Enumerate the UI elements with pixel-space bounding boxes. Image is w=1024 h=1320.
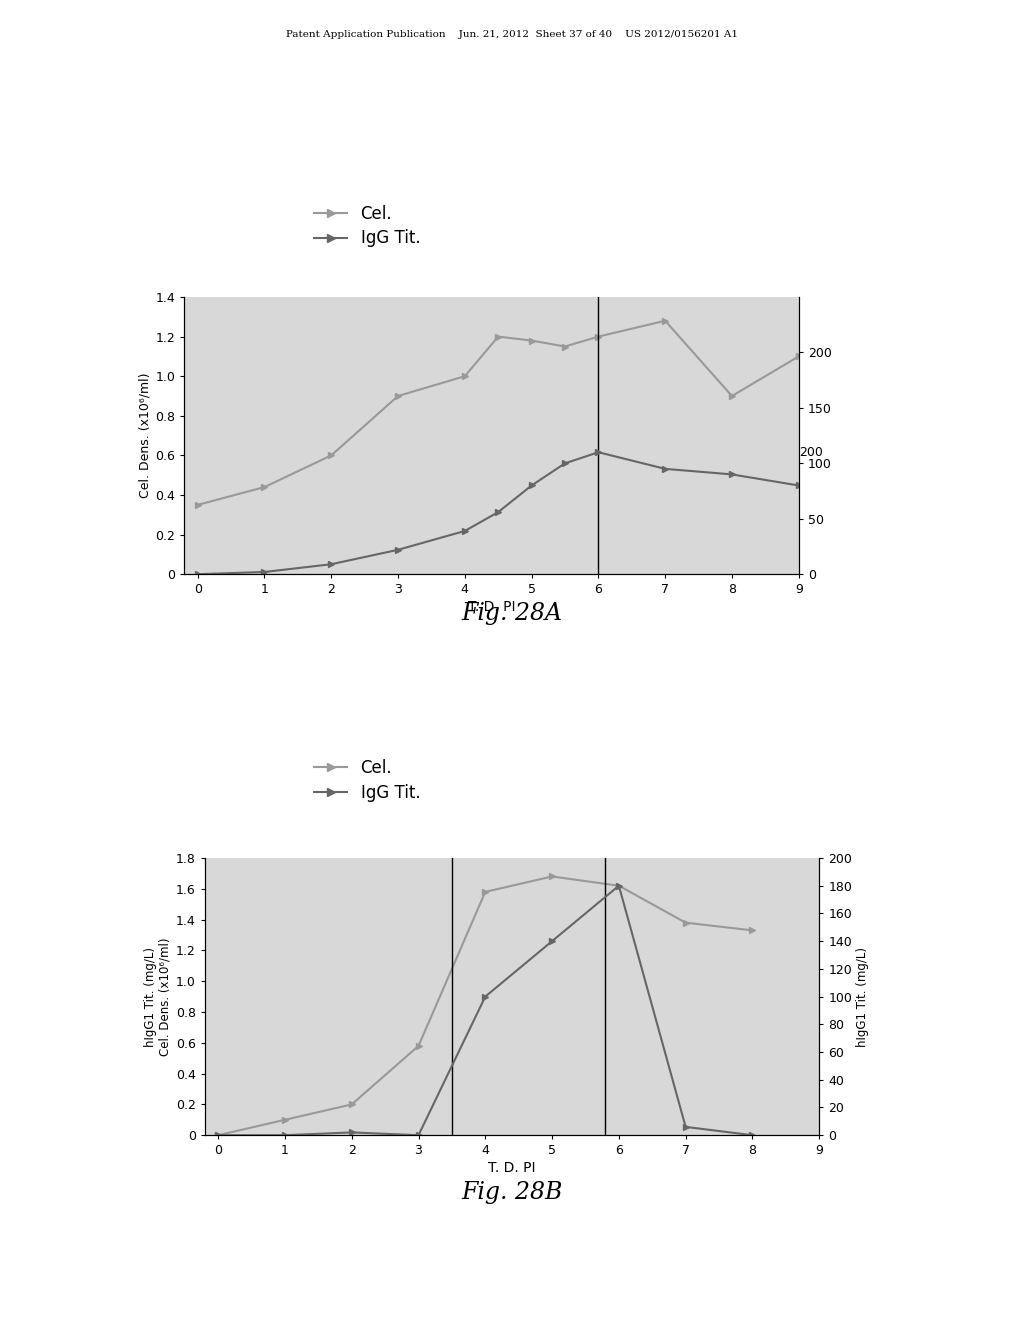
Text: 200: 200 xyxy=(799,446,822,459)
Y-axis label: hIgG1 Tit. (mg/L)
Cel. Dens. (x10⁶/ml): hIgG1 Tit. (mg/L) Cel. Dens. (x10⁶/ml) xyxy=(143,937,172,1056)
X-axis label: T. D. PI: T. D. PI xyxy=(468,601,515,614)
Y-axis label: Cel. Dens. (x10⁶/ml): Cel. Dens. (x10⁶/ml) xyxy=(138,372,152,499)
Text: Patent Application Publication    Jun. 21, 2012  Sheet 37 of 40    US 2012/01562: Patent Application Publication Jun. 21, … xyxy=(286,30,738,40)
Y-axis label: hIgG1 Tit. (mg/L): hIgG1 Tit. (mg/L) xyxy=(856,946,869,1047)
Text: Fig. 28A: Fig. 28A xyxy=(462,602,562,626)
X-axis label: T. D. PI: T. D. PI xyxy=(488,1162,536,1175)
Legend: Cel., IgG Tit.: Cel., IgG Tit. xyxy=(307,198,427,253)
Legend: Cel., IgG Tit.: Cel., IgG Tit. xyxy=(307,752,427,808)
Text: Fig. 28B: Fig. 28B xyxy=(462,1180,562,1204)
